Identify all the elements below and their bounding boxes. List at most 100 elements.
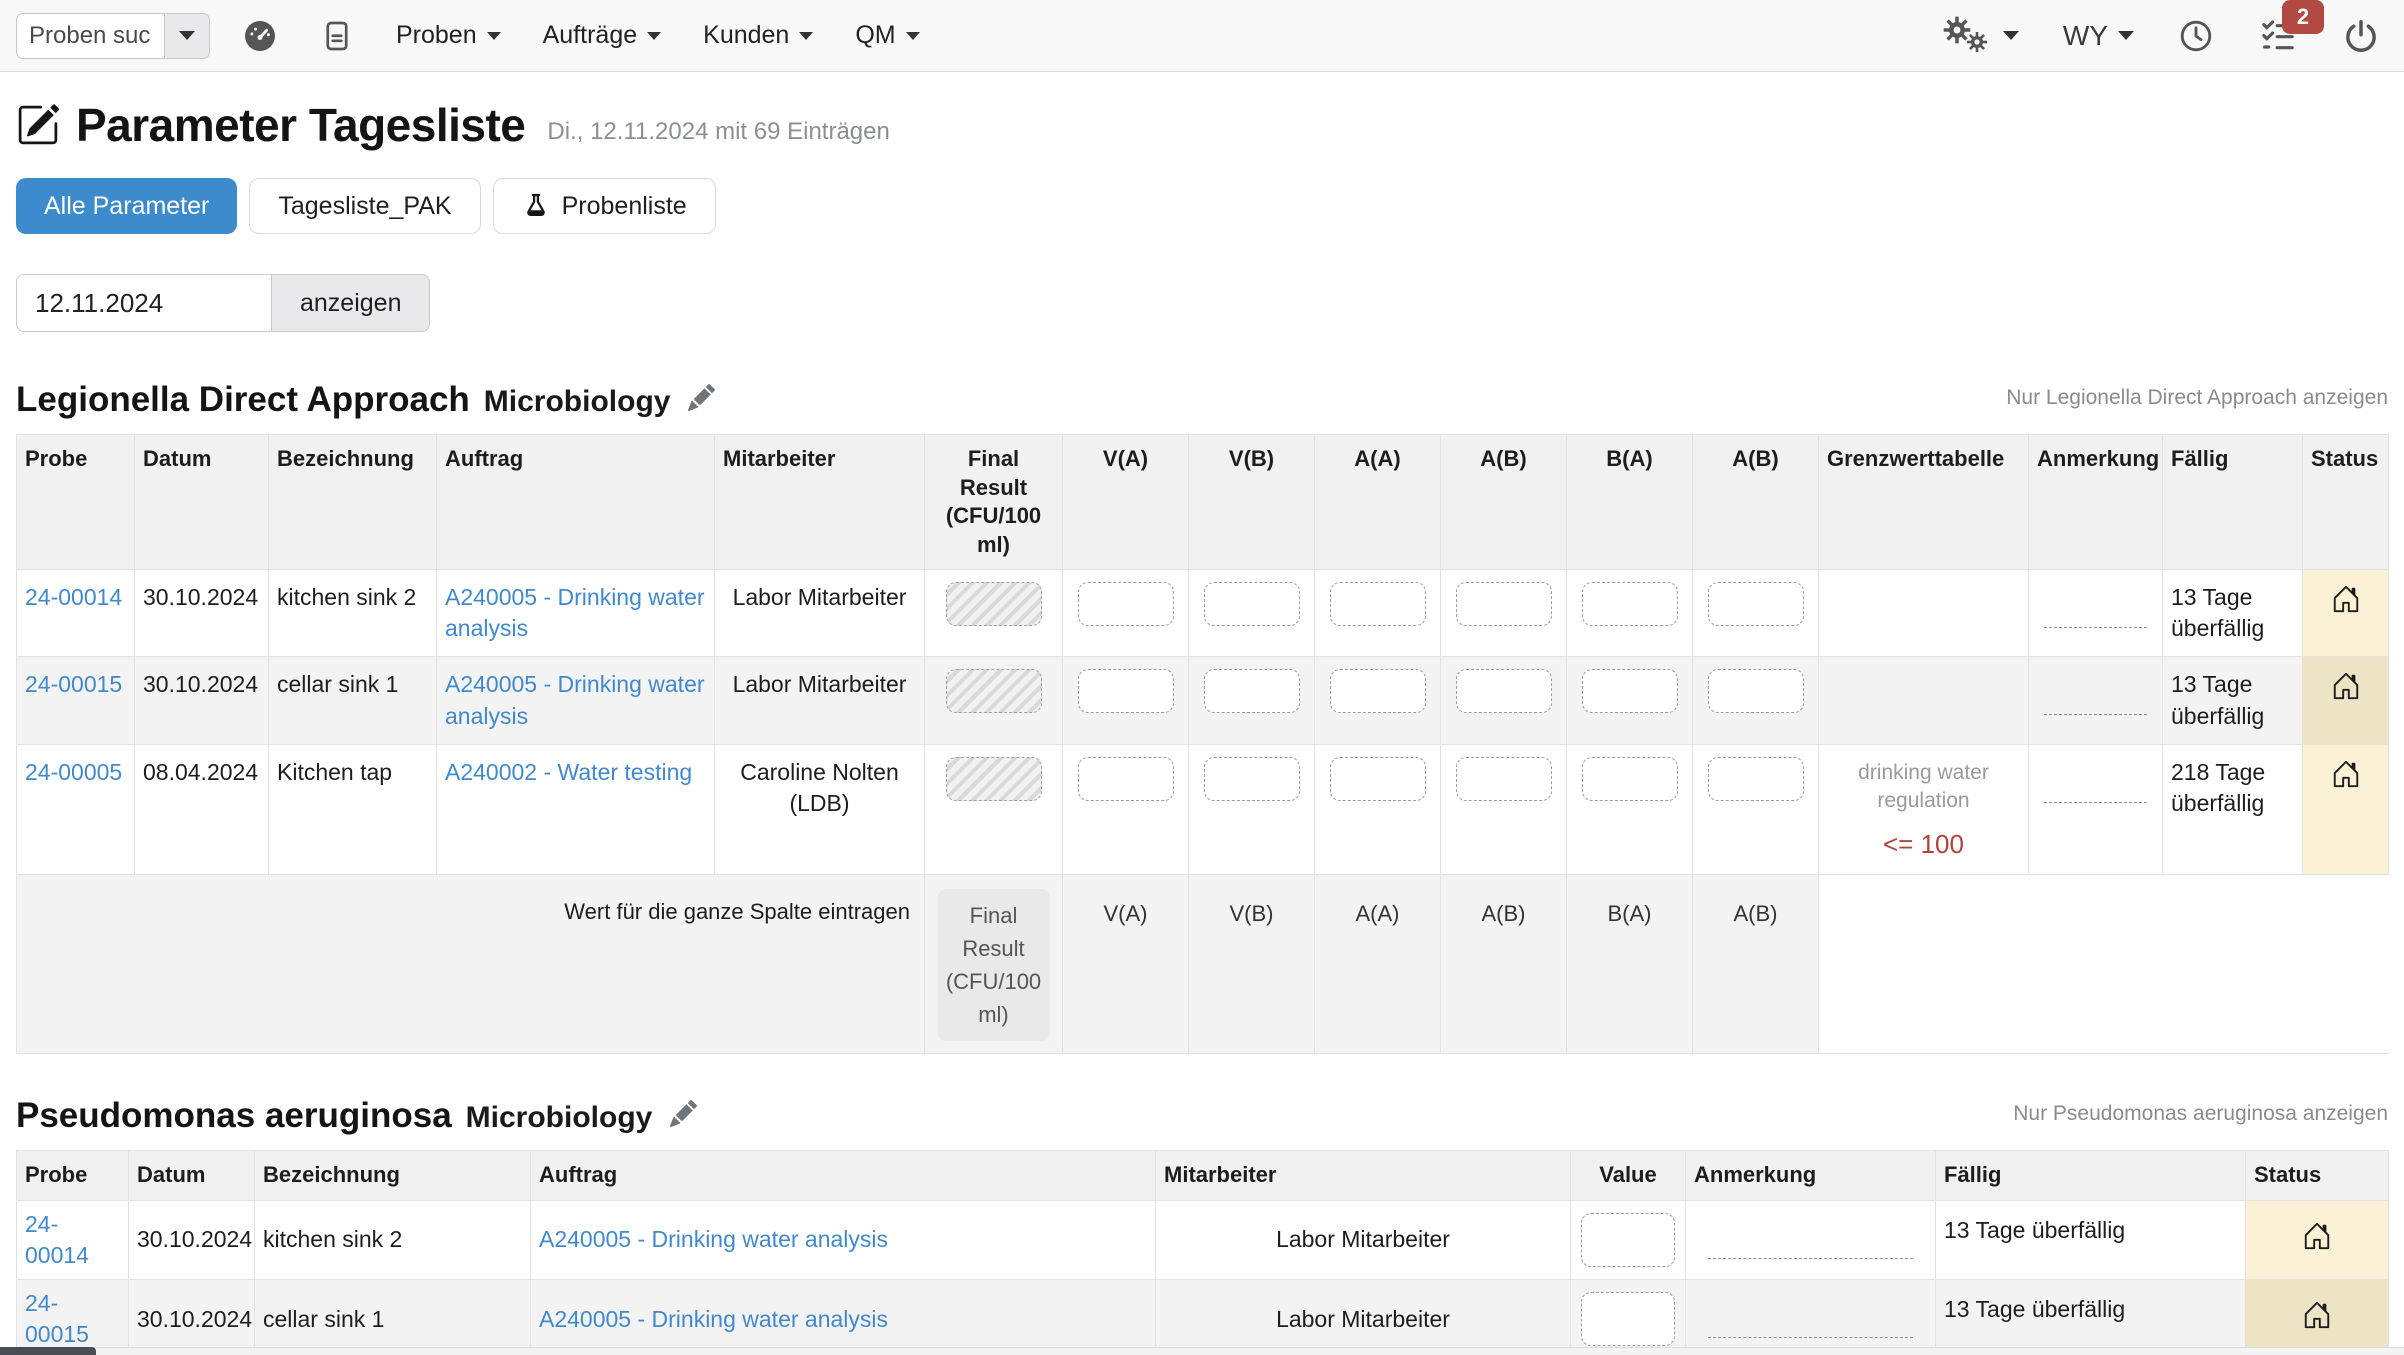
home-icon [2333,760,2358,787]
probe-link[interactable]: 24-00014 [25,1210,89,1268]
vb-input[interactable] [1203,756,1300,801]
auftrag-link[interactable]: A240005 - Drinking water analysis [445,671,705,729]
chevron-down-icon [647,31,662,40]
menu-qm[interactable]: QM [855,21,920,50]
column-fill-label: Wert für die ganze Spalte eintragen [16,874,925,1055]
column-fill-ab[interactable]: A(B) [1440,874,1567,1055]
column-fill-ab2[interactable]: A(B) [1692,874,1819,1055]
column-fill-va[interactable]: V(A) [1062,874,1189,1055]
probe-link[interactable]: 24-00005 [25,758,123,785]
checklist-icon [2262,19,2294,49]
menu-kunden[interactable]: Kunden [703,21,814,50]
column-fill-vb[interactable]: V(B) [1188,874,1315,1055]
tasklist-button[interactable]: 2 [2258,0,2324,56]
menu-auftraege[interactable]: Aufträge [543,21,662,50]
tab-probenliste[interactable]: Probenliste [492,178,716,234]
ab-input[interactable] [1455,582,1552,627]
user-menu[interactable]: WY [2063,20,2134,52]
probe-link[interactable]: 24-00015 [25,1290,89,1348]
va-input[interactable] [1077,756,1174,801]
ab2-input[interactable] [1707,669,1804,714]
mitarbeiter-cell: Labor Mitarbeiter [714,656,925,745]
ba-input[interactable] [1581,669,1678,714]
pseudomonas-table: Probe Datum Bezeichnung Auftrag Mitarbei… [16,1150,2389,1355]
col-ab2: A(B) [1692,433,1819,571]
value-input[interactable] [1581,1292,1675,1347]
status-cell [2245,1279,2389,1355]
vb-input[interactable] [1203,582,1300,627]
table-row: 24-00014 30.10.2024 kitchen sink 2 A2400… [16,569,2389,658]
probe-link[interactable]: 24-00014 [25,584,123,611]
col-va: V(A) [1062,433,1189,571]
tab-tagesliste-pak[interactable]: Tagesliste_PAK [249,178,481,234]
sample-search-group [16,12,210,59]
anmerkung-inline-edit[interactable] [2044,604,2147,629]
ab2-input[interactable] [1707,756,1804,801]
status-bubble-fragment [0,1347,96,1355]
anmerkung-inline-edit[interactable] [2044,691,2147,716]
tab-alle-parameter[interactable]: Alle Parameter [16,178,238,234]
faellig-cell: 13 Tage überfällig [1935,1199,2246,1281]
edit-square-icon [18,104,60,145]
status-cell [2302,743,2389,876]
anmerkung-inline-edit[interactable] [1707,1314,1914,1339]
chevron-down-icon [486,31,501,40]
settings-menu[interactable] [1941,14,2019,58]
auftrag-link[interactable]: A240005 - Drinking water analysis [445,584,705,642]
anmerkung-inline-edit[interactable] [1707,1235,1914,1259]
ab-input[interactable] [1455,669,1552,714]
aa-input[interactable] [1329,756,1426,801]
status-cell [2302,569,2389,658]
search-dropdown-button[interactable] [164,12,210,59]
col-probe: Probe [16,1150,129,1201]
probe-link[interactable]: 24-00015 [25,671,123,698]
col-faellig: Fällig [2162,433,2303,571]
aa-input[interactable] [1329,582,1426,627]
home-icon [2333,673,2358,700]
va-input[interactable] [1077,582,1174,627]
filter-only-pseudomonas-link[interactable]: Nur Pseudomonas aeruginosa anzeigen [2013,1102,2388,1126]
column-fill-ba[interactable]: B(A) [1566,874,1693,1055]
notification-badge: 2 [2282,0,2324,34]
datum-cell: 08.04.2024 [134,743,269,876]
menu-proben[interactable]: Proben [396,21,501,50]
edit-parameter-button[interactable] [670,1100,698,1132]
ba-input[interactable] [1581,756,1678,801]
search-input[interactable] [16,12,164,59]
bezeichnung-cell: kitchen sink 2 [254,1199,531,1281]
auftrag-link[interactable]: A240002 - Water testing [445,758,693,785]
mitarbeiter-cell: Labor Mitarbeiter [714,569,925,658]
datum-cell: 30.10.2024 [134,569,269,658]
home-icon [2333,586,2358,613]
faellig-cell: 218 Tage überfällig [2162,743,2303,876]
power-icon[interactable] [2342,17,2380,55]
column-fill-row: Wert für die ganze Spalte eintragen Fina… [16,874,2389,1055]
ab2-input[interactable] [1707,582,1804,627]
file-icon[interactable] [320,19,354,53]
col-datum: Datum [128,1150,255,1201]
top-navbar: Proben Aufträge Kunden QM [0,0,2404,72]
value-input[interactable] [1581,1212,1675,1267]
vb-input[interactable] [1203,669,1300,714]
bezeichnung-cell: cellar sink 1 [268,656,437,745]
ab-input[interactable] [1455,756,1552,801]
auftrag-link[interactable]: A240005 - Drinking water analysis [539,1305,889,1332]
anmerkung-inline-edit[interactable] [2044,779,2147,803]
edit-parameter-button[interactable] [688,383,716,416]
mitarbeiter-cell: Labor Mitarbeiter [1155,1279,1571,1355]
aa-input[interactable] [1329,669,1426,714]
clock-icon[interactable] [2178,18,2214,54]
filter-only-legionella-link[interactable]: Nur Legionella Direct Approach anzeigen [2006,386,2388,409]
mitarbeiter-cell: Labor Mitarbeiter [1155,1199,1571,1281]
final-result-input [945,756,1042,801]
auftrag-link[interactable]: A240005 - Drinking water analysis [539,1226,889,1253]
column-fill-aa[interactable]: A(A) [1314,874,1441,1055]
flask-icon [526,193,545,216]
ba-input[interactable] [1581,582,1678,627]
show-button[interactable]: anzeigen [272,274,431,332]
gauge-icon[interactable] [242,18,278,54]
view-tabs: Alle Parameter Tagesliste_PAK Probenlist… [16,178,2388,234]
date-input[interactable] [16,274,272,332]
chevron-down-icon [2118,31,2134,40]
va-input[interactable] [1077,669,1174,714]
